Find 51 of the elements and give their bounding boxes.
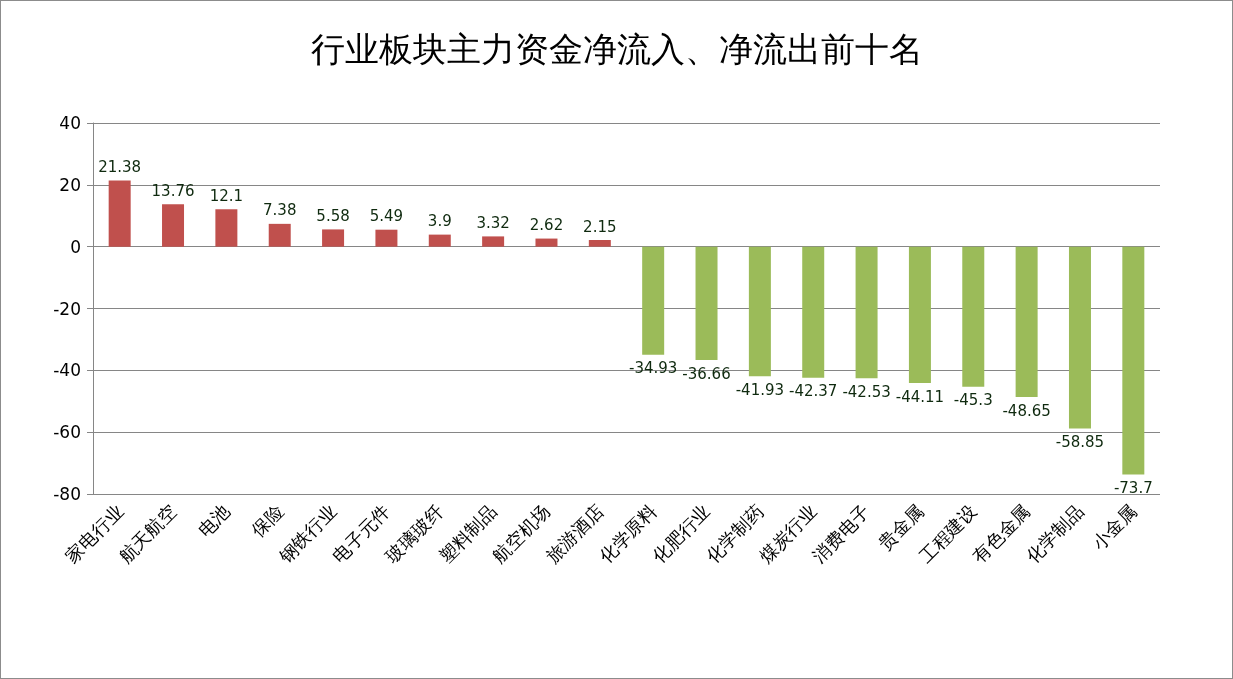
bar: [1015, 246, 1038, 398]
y-tick-label: -80: [53, 484, 81, 504]
bar: [588, 240, 611, 247]
bar: [322, 229, 345, 247]
bar: [802, 246, 825, 378]
bar: [162, 204, 185, 247]
bar: [908, 246, 931, 384]
data-label: 3.32: [476, 213, 510, 232]
bar: [695, 246, 718, 361]
y-tick-label: 40: [59, 113, 81, 133]
bar: [1122, 246, 1145, 475]
bar: [428, 234, 451, 247]
x-tick-label: 保险: [246, 500, 288, 541]
bar: [1068, 246, 1091, 429]
bar: [215, 209, 238, 247]
bar: [108, 180, 131, 247]
bar: [962, 246, 985, 387]
y-tick-label: 20: [59, 174, 81, 195]
bar: [375, 229, 398, 247]
x-tick-label: 电池: [193, 500, 234, 541]
data-label: -36.66: [682, 364, 731, 383]
y-tick-label: 0: [70, 236, 81, 257]
data-label: 5.49: [369, 207, 404, 226]
data-label: -73.7: [1113, 479, 1153, 498]
data-label: -34.93: [629, 359, 678, 378]
y-tick-label: -40: [53, 360, 81, 381]
data-label: 7.38: [263, 201, 297, 220]
data-label: -45.3: [953, 391, 993, 410]
data-label: 13.76: [151, 181, 195, 200]
data-label: -48.65: [1002, 401, 1051, 420]
y-tick-label: -20: [53, 298, 81, 319]
y-tick-label: -60: [53, 422, 81, 443]
data-label: -42.37: [789, 382, 838, 401]
data-label: -44.11: [895, 387, 945, 406]
bar: [855, 246, 878, 379]
data-label: 2.62: [529, 216, 564, 235]
chart-title: 行业板块主力资金净流入、净流出前十名: [310, 29, 923, 69]
data-label: 21.38: [98, 158, 142, 177]
bar: [748, 246, 771, 377]
x-tick-label: 小金属: [1087, 500, 1141, 554]
data-label: 12.1: [209, 186, 244, 205]
data-label: 3.9: [427, 212, 452, 231]
data-label: -58.85: [1055, 433, 1105, 452]
bar: [642, 246, 665, 355]
data-label: -41.93: [735, 380, 785, 399]
data-label: -42.53: [842, 382, 891, 401]
data-label: 5.58: [316, 206, 350, 225]
bar: [482, 236, 505, 247]
data-label: 2.15: [583, 217, 617, 236]
bar: [268, 223, 291, 247]
bar: [535, 238, 558, 247]
